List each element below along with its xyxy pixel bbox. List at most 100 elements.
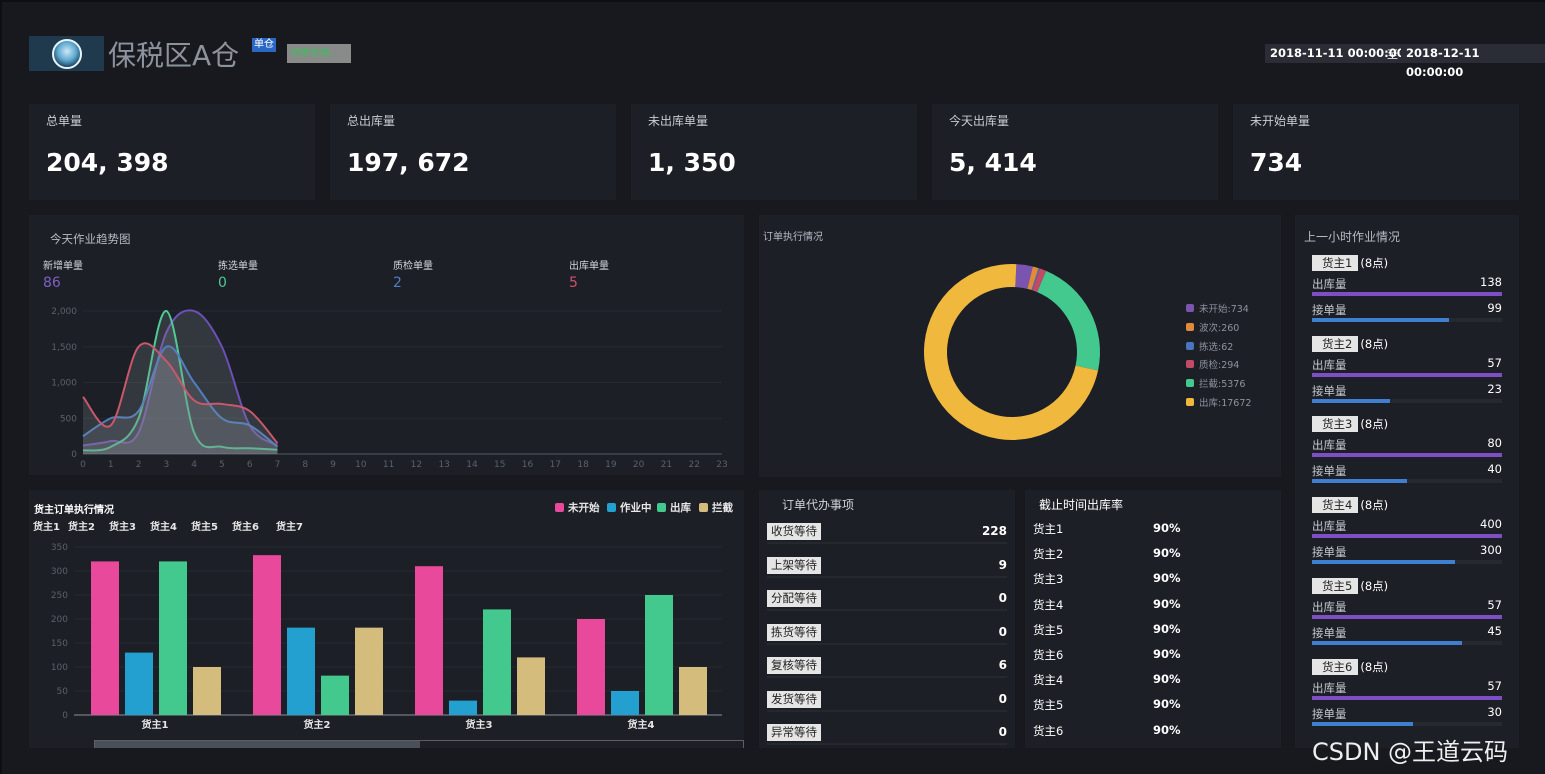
legend-label: 质检:294 [1199, 360, 1240, 372]
donut-slice-0[interactable] [1015, 264, 1033, 289]
x-tick-label: 15 [494, 460, 505, 470]
bar-1-1[interactable] [287, 627, 315, 715]
hourly-owner-block: 货主3 (8点) 出库量 80 接单量 40 [1312, 416, 1502, 484]
end-date-picker[interactable]: 2018-12-11 00:00:00 [1401, 44, 1545, 79]
legend-label: 出库 [670, 502, 691, 514]
pending-label: 拣货等待 [767, 623, 821, 641]
y-tick-label: 250 [51, 591, 68, 601]
kpi-label: 总出库量 [347, 114, 396, 128]
donut-legend-item[interactable]: 波次:260 [1186, 318, 1251, 337]
bar-2-2[interactable] [483, 609, 511, 715]
hourly-owner-head: 货主3 (8点) [1312, 416, 1502, 433]
donut-slice-3[interactable] [1032, 268, 1047, 293]
bar-2-3[interactable] [517, 657, 545, 715]
owner-tab-4[interactable]: 货主4 [150, 522, 177, 533]
bar-3-2[interactable] [645, 595, 673, 715]
chart-zoom-slider[interactable] [94, 740, 744, 748]
x-tick-label: 17 [550, 460, 561, 470]
x-tick-label: 22 [688, 460, 699, 470]
stat-value: 138 [1480, 275, 1502, 289]
pending-item[interactable]: 异常等待 0 [767, 724, 1007, 745]
owner-tab-1[interactable]: 货主1 [33, 522, 60, 533]
legend-label: 未开始:734 [1199, 304, 1249, 316]
cutoff-rate: 90% [1153, 571, 1181, 586]
kpi-card-not-started: 未开始单量 734 [1233, 104, 1519, 200]
bar-2-0[interactable] [415, 566, 443, 715]
kpi-value: 734 [1250, 148, 1303, 177]
bar-legend-0[interactable]: 未开始 [555, 500, 600, 515]
switch-warehouse-button[interactable]: 切换仓库... [287, 44, 351, 63]
bar-0-0[interactable] [91, 561, 119, 715]
pending-item[interactable]: 复核等待 6 [767, 657, 1007, 678]
bar-3-1[interactable] [611, 691, 639, 715]
pending-item[interactable]: 发货等待 0 [767, 690, 1007, 712]
bar-0-2[interactable] [159, 561, 187, 715]
x-tick-label: 4 [191, 460, 197, 470]
stat-progress-track [1312, 372, 1502, 377]
hourly-owner-name[interactable]: 货主3 [1312, 416, 1359, 433]
pending-item[interactable]: 收货等待 228 [767, 523, 1007, 544]
cutoff-rate: 90% [1153, 697, 1181, 712]
pending-divider [767, 642, 1007, 645]
stat-progress-track [1312, 479, 1502, 484]
legend-label: 拦截:5376 [1199, 379, 1246, 391]
pending-value: 0 [998, 624, 1007, 639]
hourly-stat-recv: 接单量 30 [1312, 701, 1502, 727]
bar-3-3[interactable] [679, 667, 707, 715]
owner-tab-7[interactable]: 货主7 [276, 522, 303, 533]
legend-label: 拦截 [712, 502, 733, 514]
donut-legend-item[interactable]: 未开始:734 [1186, 299, 1251, 318]
bar-legend-1[interactable]: 作业中 [607, 500, 652, 515]
pending-item[interactable]: 上架等待 9 [767, 556, 1007, 578]
hourly-owner-name[interactable]: 货主4 [1312, 497, 1359, 514]
donut-legend-item[interactable]: 质检:294 [1186, 355, 1251, 374]
legend-swatch [607, 503, 616, 512]
donut-slice-4[interactable] [1037, 270, 1100, 371]
pending-value: 0 [998, 725, 1007, 739]
owner-tab-3[interactable]: 货主3 [109, 522, 136, 533]
owner-tab-6[interactable]: 货主6 [232, 522, 259, 533]
bar-legend-2[interactable]: 出库 [657, 500, 691, 515]
stat-progress-track [1312, 560, 1502, 565]
donut-legend-item[interactable]: 出库:17672 [1186, 392, 1251, 411]
bar-0-3[interactable] [193, 667, 221, 715]
cutoff-row: 货主3 90% [1033, 571, 1181, 587]
stat-progress-fill [1312, 372, 1502, 377]
legend-swatch [1186, 397, 1194, 406]
cutoff-owner: 货主4 [1033, 673, 1064, 688]
x-category-label: 货主2 [304, 718, 331, 731]
hourly-owner-name[interactable]: 货主5 [1312, 577, 1359, 594]
bar-1-2[interactable] [321, 675, 349, 715]
pending-label: 复核等待 [767, 657, 821, 674]
hourly-owner-hour: (8点) [1360, 256, 1389, 270]
cutoff-rate: 90% [1153, 521, 1181, 535]
start-date-picker[interactable]: 2018-11-11 00:00:00 [1265, 44, 1410, 63]
hourly-owner-name[interactable]: 货主1 [1312, 255, 1359, 271]
bar-2-1[interactable] [449, 700, 477, 715]
y-tick-label: 100 [51, 663, 68, 673]
bar-0-1[interactable] [125, 652, 153, 715]
bar-3-0[interactable] [577, 619, 605, 715]
donut-legend-item[interactable]: 拣选:62 [1186, 336, 1251, 355]
kpi-label: 未出库单量 [648, 114, 709, 128]
bar-legend-3[interactable]: 拦截 [699, 500, 733, 515]
legend-swatch [1186, 323, 1194, 332]
bar-1-0[interactable] [253, 555, 281, 715]
donut-slice-2[interactable] [1031, 268, 1040, 291]
pending-item[interactable]: 拣货等待 0 [767, 623, 1007, 645]
cutoff-rate: 90% [1153, 546, 1181, 561]
bar-1-3[interactable] [355, 627, 383, 715]
donut-slice-1[interactable] [1027, 266, 1039, 291]
pending-item[interactable]: 分配等待 0 [767, 590, 1007, 611]
hourly-owner-name[interactable]: 货主6 [1312, 658, 1359, 675]
hourly-owner-name[interactable]: 货主2 [1312, 335, 1359, 352]
zoom-slider-handle[interactable] [95, 741, 420, 748]
stat-label: 出库量 [1312, 438, 1347, 453]
x-tick-label: 9 [330, 460, 336, 470]
owner-tab-2[interactable]: 货主2 [68, 522, 95, 533]
hourly-stat-recv: 接单量 40 [1312, 458, 1502, 484]
donut-legend-item[interactable]: 拦截:5376 [1186, 374, 1251, 393]
metric-label: 质检单量 [393, 261, 433, 272]
owner-tab-5[interactable]: 货主5 [191, 522, 218, 533]
stat-label: 出库量 [1312, 680, 1347, 695]
